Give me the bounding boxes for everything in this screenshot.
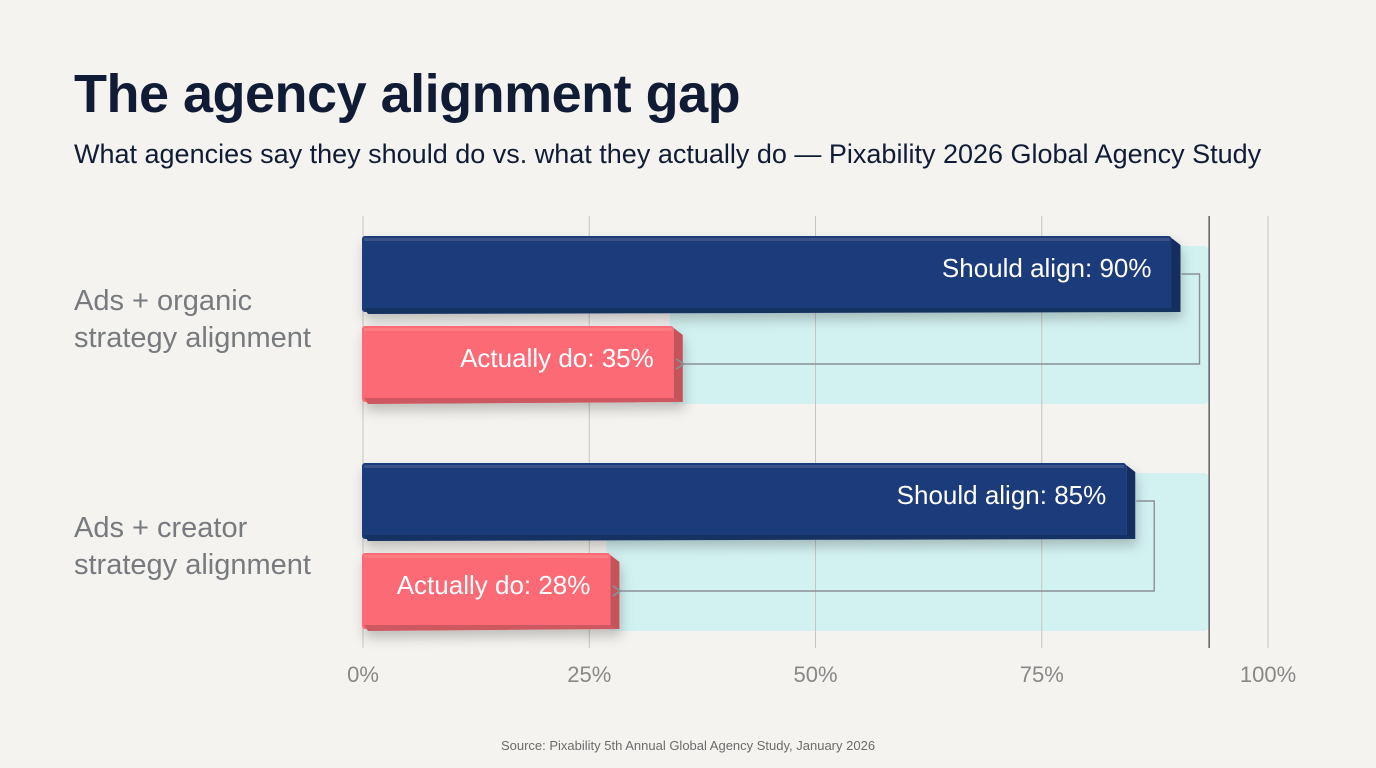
gap-connectors	[612, 273, 1201, 597]
gap-connector	[675, 273, 1201, 370]
category-label: Ads + creator strategy alignment	[74, 512, 311, 581]
actual-bar-label: Actually do: 35%	[460, 343, 654, 373]
actual-bar-face	[362, 326, 674, 402]
x-tick-label: 25%	[567, 662, 611, 687]
should-bar-face	[362, 463, 1127, 539]
should-bar-label: Should align: 90%	[942, 253, 1152, 283]
should-bar-highlight	[364, 238, 1170, 241]
actual-bar-face	[362, 553, 611, 629]
actual-bar-side	[610, 555, 620, 629]
source-note: Source: Pixability 5th Annual Global Age…	[500, 738, 876, 753]
bars	[362, 236, 1181, 631]
x-tick-label: 100%	[1240, 662, 1296, 687]
actual-bar-highlight	[364, 328, 672, 331]
actual-bar-bottom	[364, 398, 683, 404]
should-bar-face	[362, 236, 1172, 312]
category-label: Ads + organic strategy alignment	[74, 285, 311, 354]
should-bar	[362, 236, 1181, 314]
actual-bar	[362, 553, 620, 631]
x-tick-label: 50%	[793, 662, 837, 687]
actual-bar-label: Actually do: 28%	[397, 570, 591, 600]
should-bar-side	[1171, 238, 1181, 312]
actual-bar-side	[673, 328, 683, 402]
should-bar-bottom	[364, 308, 1181, 314]
should-bar-highlight	[364, 465, 1125, 468]
should-bar-label: Should align: 85%	[897, 480, 1107, 510]
actual-bar-highlight	[364, 555, 609, 558]
labels: 0% 25% 50% 75% 100% Ads + organic strategy ali…	[74, 253, 1296, 687]
should-bar-side	[1126, 465, 1136, 539]
actual-bar-bottom	[364, 625, 620, 631]
gap-connector	[612, 500, 1155, 597]
chart-title: The agency alignment gap	[74, 64, 741, 124]
actual-bar	[362, 326, 683, 404]
should-bar-bottom	[364, 535, 1136, 541]
x-tick-label: 75%	[1020, 662, 1064, 687]
x-tick-label: 0%	[347, 662, 379, 687]
should-bar	[362, 463, 1136, 541]
chart-subtitle: What agencies say they should do vs. wha…	[74, 139, 1262, 169]
